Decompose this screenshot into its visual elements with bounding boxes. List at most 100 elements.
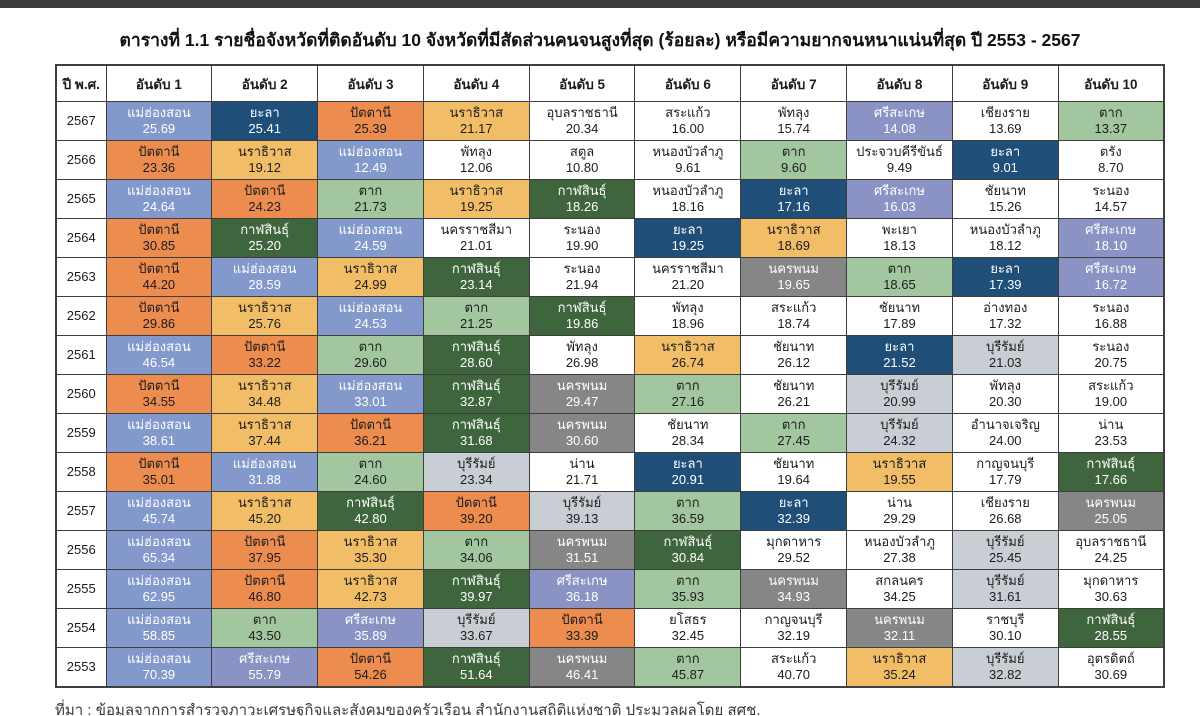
province-cell-2563-rank-1: ปัตตานี 44.20 bbox=[105, 257, 213, 297]
province-value: 30.69 bbox=[1094, 667, 1128, 682]
province-value: 9.60 bbox=[781, 160, 807, 175]
province-value: 21.52 bbox=[883, 355, 916, 370]
province-value: 21.03 bbox=[989, 355, 1022, 370]
province-cell-2553-rank-9: บุรีรัมย์ 32.82 bbox=[951, 647, 1059, 688]
province-value: 32.39 bbox=[777, 511, 810, 526]
province-cell-2566-rank-5: สตูล 10.80 bbox=[528, 140, 636, 180]
province-name: อุบลราชธานี bbox=[1075, 533, 1147, 549]
province-name: สระแก้ว bbox=[770, 299, 817, 315]
province-value: 25.05 bbox=[1094, 511, 1128, 526]
province-name: นราธิวาส bbox=[343, 260, 398, 276]
source-note: ที่มา : ข้อมูลจากการสำรวจภาวะเศรษฐกิจและ… bbox=[55, 702, 761, 716]
province-name: นราธิวาส bbox=[661, 338, 715, 354]
province-value: 31.68 bbox=[460, 433, 493, 448]
table-row-2557: 2557 แม่ฮ่องสอน 45.74 นราธิวาส 45.20 กาฬสินธุ… bbox=[55, 491, 1165, 531]
province-name: นครพนม bbox=[556, 650, 608, 666]
province-cell-2561-rank-2: ปัตตานี 33.22 bbox=[211, 335, 319, 375]
province-name: แม่ฮ่องสอน bbox=[127, 572, 191, 588]
province-name: บุรีรัมย์ bbox=[880, 377, 919, 393]
province-cell-2556-rank-10: อุบลราชธานี 24.25 bbox=[1057, 530, 1165, 570]
province-name: ปัตตานี bbox=[138, 143, 180, 159]
province-name: แม่ฮ่องสอน bbox=[127, 650, 191, 666]
province-name: ระนอง bbox=[563, 221, 601, 237]
province-name: ศรีสะเกษ bbox=[239, 650, 291, 666]
province-value: 31.51 bbox=[565, 550, 599, 565]
header-rank-3: อันดับ 3 bbox=[317, 64, 424, 102]
province-name: ชัยนาท bbox=[878, 299, 921, 315]
province-cell-2565-rank-4: นราธิวาส 19.25 bbox=[422, 179, 530, 219]
province-name: บุรีรัมย์ bbox=[986, 338, 1025, 354]
province-name: ระนอง bbox=[563, 260, 601, 276]
province-value: 25.45 bbox=[989, 550, 1022, 565]
province-value: 39.13 bbox=[565, 511, 599, 526]
province-value: 24.60 bbox=[354, 472, 387, 487]
province-name: ยะลา bbox=[672, 221, 703, 237]
province-cell-2559-rank-3: ปัตตานี 36.21 bbox=[317, 413, 424, 453]
province-cell-2558-rank-10: กาฬสินธุ์ 17.66 bbox=[1057, 452, 1165, 492]
province-cell-2561-rank-7: ชัยนาท 26.12 bbox=[740, 335, 848, 375]
province-name: พัทลุง bbox=[566, 338, 598, 354]
province-cell-2557-rank-7: ยะลา 32.39 bbox=[740, 491, 848, 531]
province-value: 19.55 bbox=[883, 472, 916, 487]
province-name: บุรีรัมย์ bbox=[986, 533, 1025, 549]
province-name: ชัยนาท bbox=[984, 182, 1026, 198]
province-name: ปัตตานี bbox=[244, 572, 286, 588]
province-cell-2556-rank-4: ตาก 34.06 bbox=[422, 530, 530, 570]
province-value: 44.20 bbox=[142, 277, 176, 292]
province-cell-2562-rank-8: ชัยนาท 17.89 bbox=[846, 296, 953, 336]
province-name: นครพนม bbox=[1085, 494, 1137, 510]
province-cell-2556-rank-9: บุรีรัมย์ 25.45 bbox=[951, 530, 1059, 570]
table-body: 2567 แม่ฮ่องสอน 25.69 ยะลา 25.41 ปัตตานี 25.39… bbox=[55, 101, 1165, 688]
year-cell-2567: 2567 bbox=[55, 101, 107, 141]
province-cell-2556-rank-3: นราธิวาส 35.30 bbox=[317, 530, 424, 570]
province-name: ตาก bbox=[1099, 104, 1123, 120]
province-value: 26.98 bbox=[565, 355, 599, 370]
province-value: 29.86 bbox=[142, 316, 176, 331]
province-value: 14.57 bbox=[1094, 199, 1128, 214]
province-cell-2563-rank-3: นราธิวาส 24.99 bbox=[317, 257, 424, 297]
province-cell-2558-rank-7: ชัยนาท 19.64 bbox=[740, 452, 848, 492]
province-name: บุรีรัมย์ bbox=[986, 650, 1025, 666]
province-cell-2557-rank-4: ปัตตานี 39.20 bbox=[422, 491, 530, 531]
year-cell-2556: 2556 bbox=[55, 530, 107, 570]
province-cell-2562-rank-6: พัทลุง 18.96 bbox=[634, 296, 742, 336]
province-value: 35.89 bbox=[354, 628, 387, 643]
province-cell-2556-rank-5: นครพนม 31.51 bbox=[528, 530, 636, 570]
province-cell-2562-rank-2: นราธิวาส 25.76 bbox=[211, 296, 319, 336]
province-name: พะเยา bbox=[882, 221, 917, 237]
province-name: แม่ฮ่องสอน bbox=[127, 338, 191, 354]
year-cell-2565: 2565 bbox=[55, 179, 107, 219]
province-value: 19.86 bbox=[565, 316, 599, 331]
province-name: ยะลา bbox=[672, 455, 703, 471]
province-value: 23.36 bbox=[142, 160, 176, 175]
province-name: นราธิวาส bbox=[872, 455, 927, 471]
province-cell-2555-rank-8: สกลนคร 34.25 bbox=[846, 569, 953, 609]
province-cell-2563-rank-10: ศรีสะเกษ 16.72 bbox=[1057, 257, 1165, 297]
province-value: 13.69 bbox=[989, 121, 1022, 136]
table-row-2562: 2562 ปัตตานี 29.86 นราธิวาส 25.76 แม่ฮ่องสอน 2… bbox=[55, 296, 1165, 336]
province-cell-2562-rank-5: กาฬสินธุ์ 19.86 bbox=[528, 296, 636, 336]
province-name: สตูล bbox=[569, 143, 595, 159]
province-value: 30.10 bbox=[989, 628, 1022, 643]
province-name: นครพนม bbox=[556, 416, 608, 432]
province-name: บุรีรัมย์ bbox=[880, 416, 919, 432]
province-value: 29.52 bbox=[777, 550, 810, 565]
page-title: ตารางที่ 1.1 รายชื่อจังหวัดที่ติดอันดับ … bbox=[119, 30, 1081, 50]
province-name: พัทลุง bbox=[989, 377, 1021, 393]
province-cell-2553-rank-1: แม่ฮ่องสอน 70.39 bbox=[105, 647, 213, 688]
province-cell-2559-rank-4: กาฬสินธุ์ 31.68 bbox=[422, 413, 530, 453]
province-cell-2565-rank-1: แม่ฮ่องสอน 24.64 bbox=[105, 179, 213, 219]
province-name: ระนอง bbox=[1092, 299, 1130, 315]
province-cell-2553-rank-4: กาฬสินธุ์ 51.64 bbox=[422, 647, 530, 688]
province-name: นครพนม bbox=[556, 377, 608, 393]
province-cell-2554-rank-8: นครพนม 32.11 bbox=[846, 608, 953, 648]
province-name: ประจวบคีรีขันธ์ bbox=[856, 143, 943, 159]
province-value: 18.12 bbox=[989, 238, 1022, 253]
province-cell-2555-rank-6: ตาก 35.93 bbox=[634, 569, 742, 609]
province-value: 23.14 bbox=[460, 277, 493, 292]
province-cell-2562-rank-3: แม่ฮ่องสอน 24.53 bbox=[317, 296, 424, 336]
header-rank-5: อันดับ 5 bbox=[528, 64, 636, 102]
province-value: 17.32 bbox=[989, 316, 1022, 331]
province-cell-2562-rank-10: ระนอง 16.88 bbox=[1057, 296, 1165, 336]
province-value: 13.37 bbox=[1094, 121, 1128, 136]
